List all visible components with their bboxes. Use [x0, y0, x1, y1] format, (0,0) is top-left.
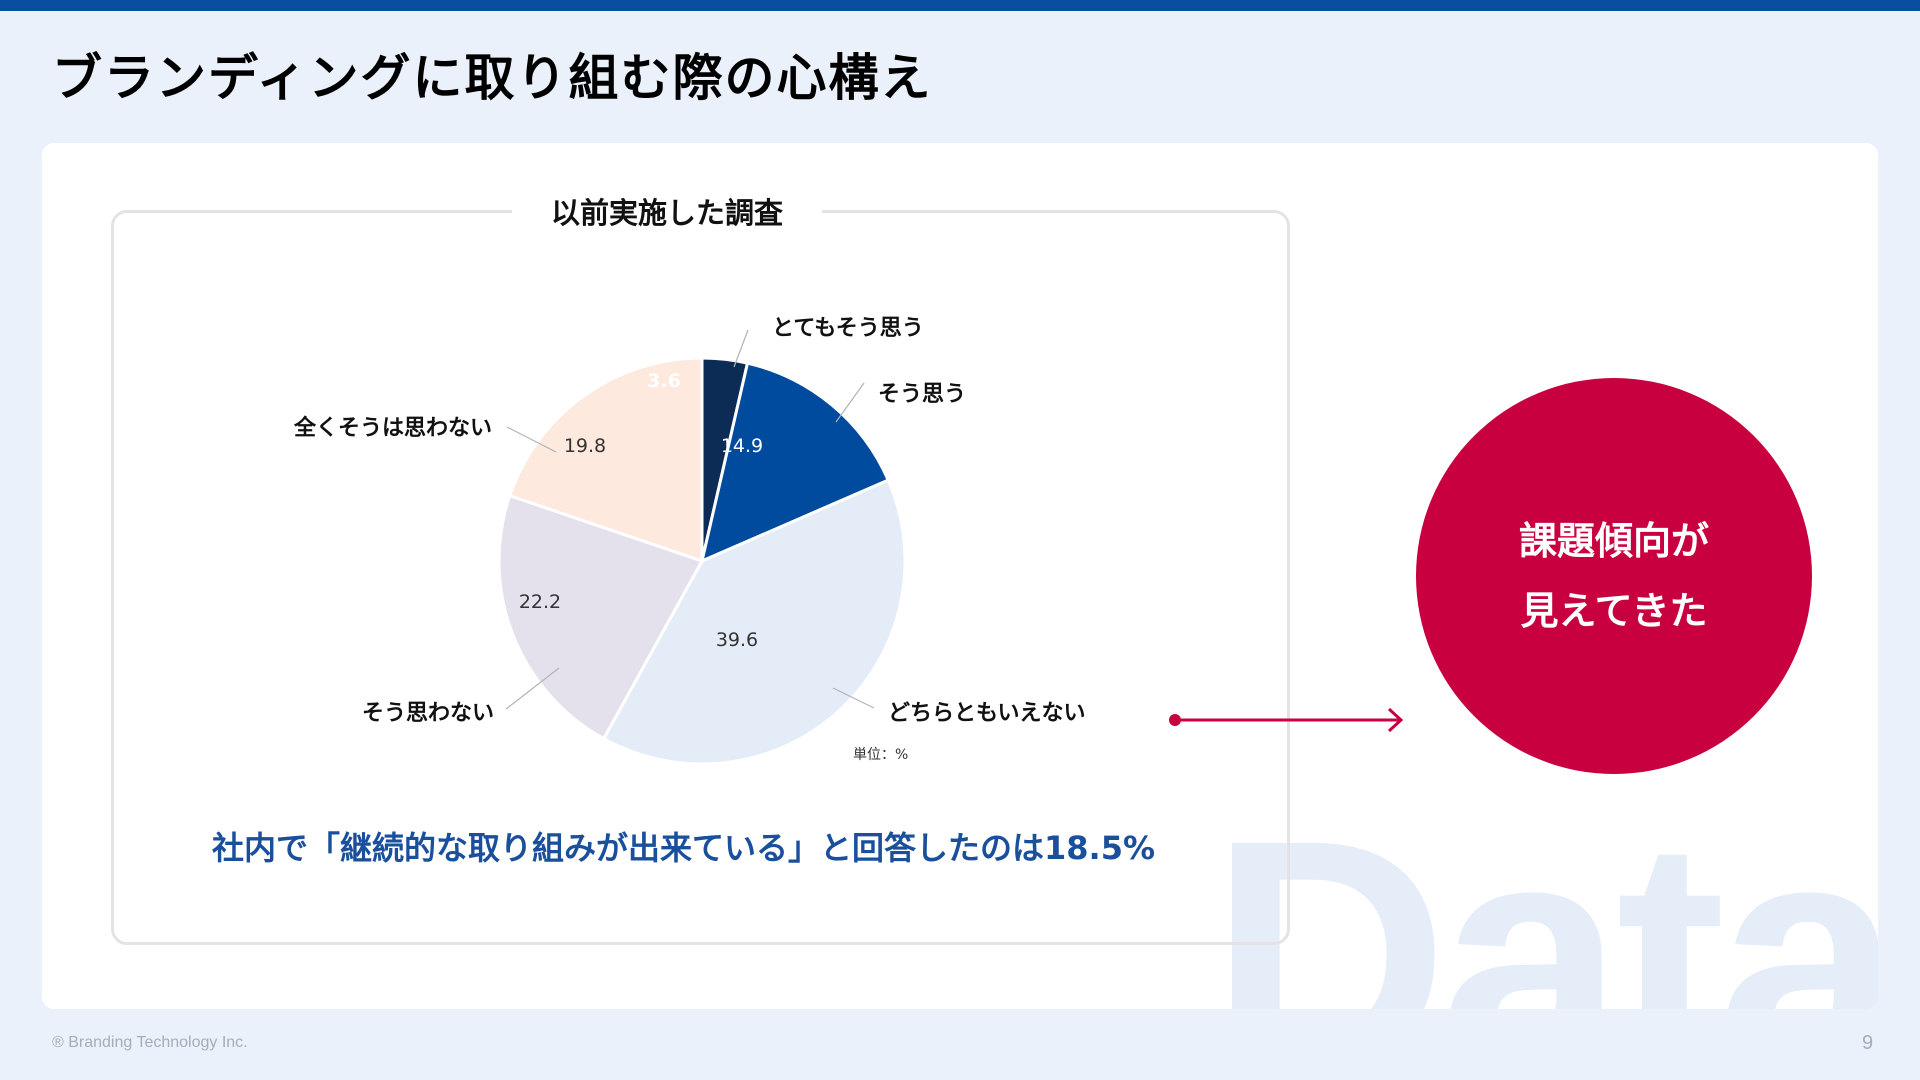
copyright: ® Branding Technology Inc. [52, 1034, 248, 1051]
callout-line-1: 課題傾向が [1518, 519, 1709, 563]
slice-strongly-disagree [507, 356, 704, 564]
callout-line-2: 見えてきた [1520, 589, 1708, 633]
slice-agree [699, 361, 891, 564]
category-label: 全くそうは思わない [293, 415, 492, 441]
leader-line [506, 426, 557, 453]
category-label: そう思う [878, 382, 966, 407]
unit-label: 単位：% [853, 747, 908, 763]
category-label: そう思わない [362, 701, 494, 726]
survey-title: 以前実施した調査 [512, 190, 822, 236]
category-label: とてもそう思う [772, 316, 924, 341]
slice-disagree [497, 493, 705, 741]
data-watermark: Data [1210, 771, 1878, 1010]
top-accent-bar [0, 0, 1920, 11]
value-label: 22.2 [519, 591, 561, 613]
category-label: どちらともいえない [888, 701, 1086, 726]
pie-chart: 3.6 14.9 39.6 22.2 19.8 とてもそう思うそう思うどちらともいえない… [293, 316, 1086, 766]
leader-line [505, 667, 560, 710]
summary-statement: 社内で「継続的な取り組みが出来ている」と回答したのは18.5% [212, 829, 1156, 867]
callout-circle: 課題傾向が 見えてきた [1416, 378, 1812, 774]
content-card: Data 以前実施した調査 3.6 14.9 39.6 22.2 19.8 とてもそう思… [42, 143, 1878, 1009]
page-title: ブランディングに取り組む際の心構え [52, 49, 933, 107]
value-label: 39.6 [716, 629, 758, 651]
leader-line [733, 329, 749, 368]
slice-neutral [601, 478, 907, 766]
value-label: 14.9 [721, 435, 763, 457]
value-label: 19.8 [564, 435, 606, 457]
page-number: 9 [1862, 1032, 1874, 1054]
leader-line [835, 382, 865, 423]
value-label: 3.6 [647, 370, 681, 392]
arrow-icon [1169, 707, 1404, 733]
leader-line [832, 687, 875, 709]
